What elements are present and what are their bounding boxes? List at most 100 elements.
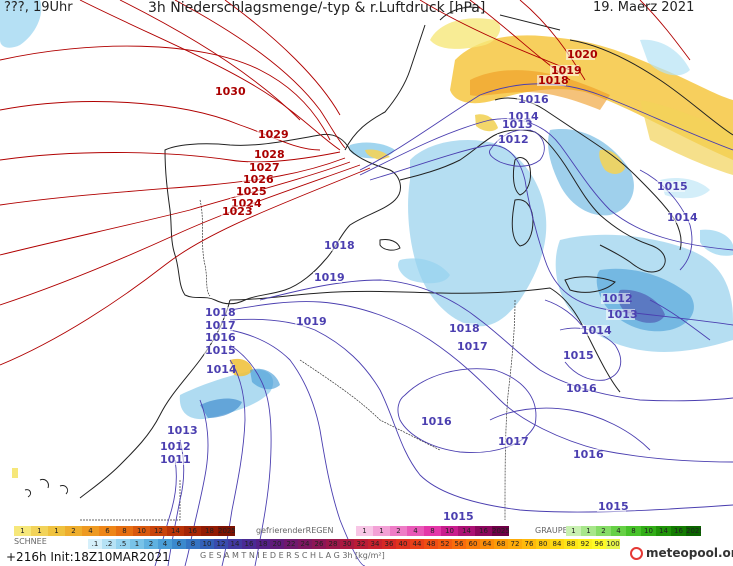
legend-color-cell: 4 (407, 526, 424, 536)
isobar-label-bg (204, 332, 233, 343)
legend-color-cell: 8 (626, 526, 641, 536)
isobar-label: 1015 (598, 500, 629, 513)
legend-color-cell: 56 (452, 539, 466, 549)
precip-atlas-core (200, 398, 242, 418)
legend-color-cell: 10 (641, 526, 656, 536)
isobar-label: 1025 (236, 185, 267, 198)
legend-color-cell: 6 (172, 539, 186, 549)
legend-color-cell: 1 (31, 526, 48, 536)
legend-color-cell: 24 (298, 539, 312, 549)
isobar-label: 1012 (160, 440, 191, 453)
legend-color-cell: 96 (592, 539, 606, 549)
precip-canary (12, 468, 18, 478)
isobar-label: 1015 (563, 349, 594, 362)
legend-color-cell: 8 (186, 539, 200, 549)
isobar-label-bg (572, 449, 601, 460)
isobar-label: 1012 (498, 133, 529, 146)
brand-logo[interactable]: meteopool.org (630, 546, 733, 560)
isobar-label-bg (242, 174, 271, 185)
isobar-label-bg (313, 272, 342, 283)
legend-color-cell: 2 (390, 526, 407, 536)
legend-color-cell: 84 (550, 539, 564, 549)
isobar-label-bg (580, 325, 609, 336)
isobar-label: 1016 (205, 331, 236, 344)
sicily (564, 276, 616, 293)
legend-color-cell: 2025+ (492, 526, 509, 536)
precip-italy (548, 129, 634, 216)
precipitation-layer (0, 0, 733, 478)
snow-label: SCHNEE (14, 537, 47, 546)
legend-color-cell: 44 (410, 539, 424, 549)
isobar-label: 1017 (498, 435, 529, 448)
precip-balearic (398, 258, 450, 284)
isobar-label: 1017 (205, 319, 236, 332)
precip-north (430, 18, 501, 49)
legend-color-cell: 14 (458, 526, 475, 536)
isobar-label: 1019 (551, 64, 582, 77)
legend-total-row: .1.2.5 1 2 4 6 8 10 12 14 16 18 20 22 24 26 28 30 32 34 36 4… (0, 539, 733, 550)
isobar-label: 1030 (215, 85, 246, 98)
isobar-label-bg (562, 350, 591, 361)
legend-color-cell: 80 (536, 539, 550, 549)
legend-color-cell: 2 (144, 539, 158, 549)
isobar-label: 1013 (607, 308, 638, 321)
legend-color-cell: 48 (424, 539, 438, 549)
isobar-label-bg (221, 206, 250, 217)
isobar-label: 1029 (258, 128, 289, 141)
isobar-label: 1017 (457, 340, 488, 353)
total-scale: .1.2.5 1 2 4 6 8 10 12 14 16 18 20 22 24 26 28 30 32 34 36 4… (88, 539, 620, 549)
isobar-label-bg (323, 240, 352, 251)
isobar-label: 1011 (160, 453, 191, 466)
legend-color-cell: 100 (606, 539, 620, 549)
legend-color-cell: 18 (256, 539, 270, 549)
legend-color-cell: .1 (88, 539, 102, 549)
legend-color-cell: .5 (116, 539, 130, 549)
isobar-label-bg (497, 134, 526, 145)
isobar-label-bg (205, 364, 234, 375)
isobar-label: 1026 (243, 173, 274, 186)
isobar-label: 1016 (518, 93, 549, 106)
legend-color-cell: 32 (354, 539, 368, 549)
legend-color-cell: 36 (382, 539, 396, 549)
isobar-label-bg (442, 511, 471, 522)
algeria-morocco-border (299, 359, 441, 451)
legend-color-cell: 64 (480, 539, 494, 549)
isobar-label-bg (420, 416, 449, 427)
freezing-rain-label: gefrierenderREGEN (256, 526, 334, 535)
precip-balkan (640, 100, 733, 175)
isobar-label-bg (497, 436, 526, 447)
legend-color-cell: 2 (65, 526, 82, 536)
legend-color-cell: 30 (340, 539, 354, 549)
isobar-label-bg (448, 323, 477, 334)
isobar-labels: 1030102910281027102610251024102310201019… (159, 48, 698, 523)
isobar-label: 1013 (167, 424, 198, 437)
isobar-label: 1028 (254, 148, 285, 161)
isobar-label: 1019 (314, 271, 345, 284)
borders (80, 199, 516, 521)
portugal-border (199, 199, 211, 297)
isobar-label-bg (507, 111, 536, 122)
isobar-label: 1020 (567, 48, 598, 61)
brand-name: meteopool.org (646, 546, 733, 560)
legend-color-cell: 10 (200, 539, 214, 549)
isobar-label-bg (517, 94, 546, 105)
isobar-label-bg (248, 162, 277, 173)
legend-color-cell: 8 (424, 526, 441, 536)
legend-color-cell: 1 (48, 526, 65, 536)
isobar-label: 1013 (502, 118, 533, 131)
isobar-label: 1018 (205, 306, 236, 319)
isobars-high (0, 0, 691, 366)
precip-genoa (475, 114, 498, 132)
isobar-label-bg (204, 320, 233, 331)
isobar-label-bg (204, 345, 233, 356)
isobar-label-bg (597, 501, 626, 512)
isobar-label-bg (214, 86, 243, 97)
legend-color-cell: 92 (578, 539, 592, 549)
legend-color-cell: 60 (466, 539, 480, 549)
legend-color-cell: 14 (228, 539, 242, 549)
isobar-label-bg (566, 49, 595, 60)
